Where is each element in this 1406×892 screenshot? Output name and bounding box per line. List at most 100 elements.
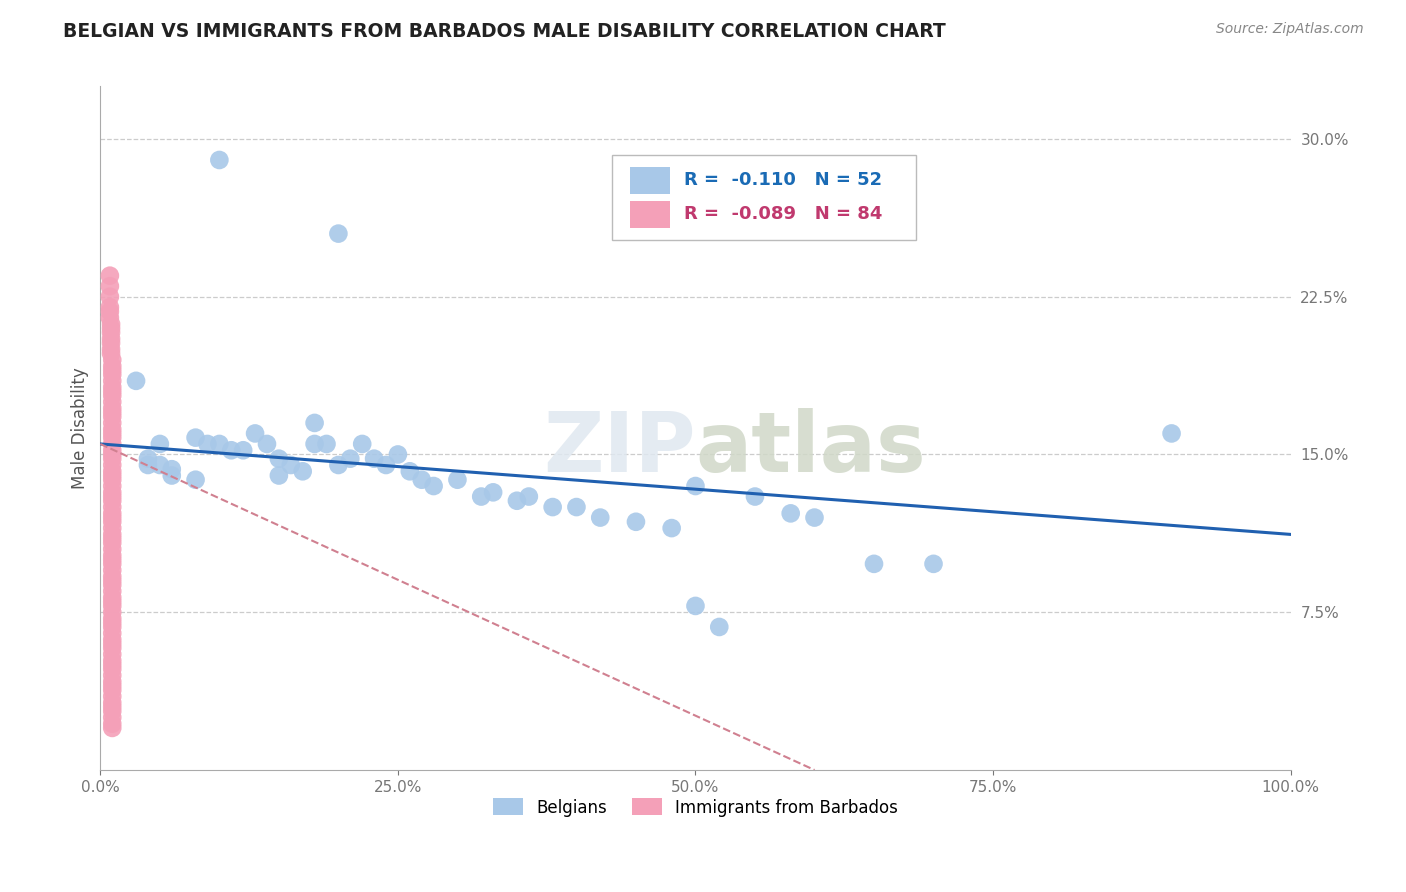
Point (398, 464, 420, 478)
Point (101, 696, 124, 710)
Point (101, 563, 124, 577)
Point (565, 500, 588, 514)
Point (101, 542, 124, 557)
FancyBboxPatch shape (630, 202, 671, 227)
Point (101, 679, 124, 693)
Point (184, 431, 207, 445)
Point (744, 490, 766, 504)
FancyBboxPatch shape (612, 154, 915, 240)
Point (136, 458, 159, 472)
Point (352, 437, 374, 451)
Point (101, 654, 124, 668)
Point (101, 507, 124, 521)
Point (101, 605, 124, 619)
Point (101, 662, 124, 676)
Point (101, 657, 124, 672)
Point (779, 507, 801, 521)
Point (291, 464, 314, 478)
Point (98, 310, 121, 325)
Point (101, 611, 124, 625)
Point (101, 485, 124, 500)
Point (803, 510, 825, 524)
Point (184, 473, 207, 487)
Point (101, 536, 124, 550)
Point (339, 451, 361, 466)
Point (709, 620, 731, 634)
Point (363, 451, 385, 466)
Point (304, 437, 326, 451)
Point (101, 716, 124, 731)
Point (101, 699, 124, 714)
Point (208, 437, 231, 451)
Point (98, 290, 121, 304)
Point (101, 409, 124, 424)
Point (101, 521, 124, 535)
Point (422, 479, 444, 493)
Text: atlas: atlas (696, 409, 927, 489)
Point (101, 515, 124, 529)
Point (375, 458, 398, 472)
Point (101, 468, 124, 483)
Point (98, 268, 121, 283)
Point (101, 368, 124, 382)
Point (101, 637, 124, 651)
Point (101, 500, 124, 514)
Legend: Belgians, Immigrants from Barbados: Belgians, Immigrants from Barbados (486, 792, 905, 823)
Point (387, 447, 409, 461)
Point (328, 458, 350, 472)
Point (160, 468, 183, 483)
Point (101, 690, 124, 704)
Point (98, 304, 121, 318)
Point (208, 153, 231, 167)
Point (101, 569, 124, 583)
Point (101, 532, 124, 546)
Point (256, 437, 278, 451)
Point (101, 490, 124, 504)
Point (101, 595, 124, 609)
Point (197, 437, 219, 451)
Point (101, 479, 124, 493)
Point (482, 485, 505, 500)
Point (101, 473, 124, 487)
Point (98, 279, 121, 293)
Y-axis label: Male Disability: Male Disability (72, 368, 89, 489)
Point (101, 388, 124, 402)
Point (101, 363, 124, 377)
Point (922, 557, 945, 571)
Point (101, 395, 124, 409)
Point (101, 527, 124, 541)
Point (136, 451, 159, 466)
Point (101, 584, 124, 599)
Point (100, 346, 122, 360)
Point (685, 479, 707, 493)
FancyBboxPatch shape (630, 167, 671, 194)
Point (219, 443, 242, 458)
Point (101, 710, 124, 724)
Point (661, 521, 683, 535)
Point (101, 380, 124, 394)
Point (101, 578, 124, 592)
Point (101, 422, 124, 436)
Point (101, 640, 124, 655)
Point (101, 648, 124, 662)
Point (101, 426, 124, 441)
Point (101, 549, 124, 563)
Point (101, 620, 124, 634)
Point (101, 405, 124, 419)
Point (446, 473, 468, 487)
Point (101, 493, 124, 508)
Point (1160, 426, 1182, 441)
Point (624, 515, 647, 529)
Text: R =  -0.089   N = 84: R = -0.089 N = 84 (683, 205, 882, 223)
Point (149, 437, 172, 451)
Point (101, 443, 124, 458)
Point (863, 557, 886, 571)
Point (101, 384, 124, 399)
Point (101, 626, 124, 640)
Point (100, 343, 122, 357)
Point (101, 599, 124, 613)
Point (101, 352, 124, 367)
Point (98, 300, 121, 314)
Point (315, 437, 337, 451)
Point (411, 473, 433, 487)
